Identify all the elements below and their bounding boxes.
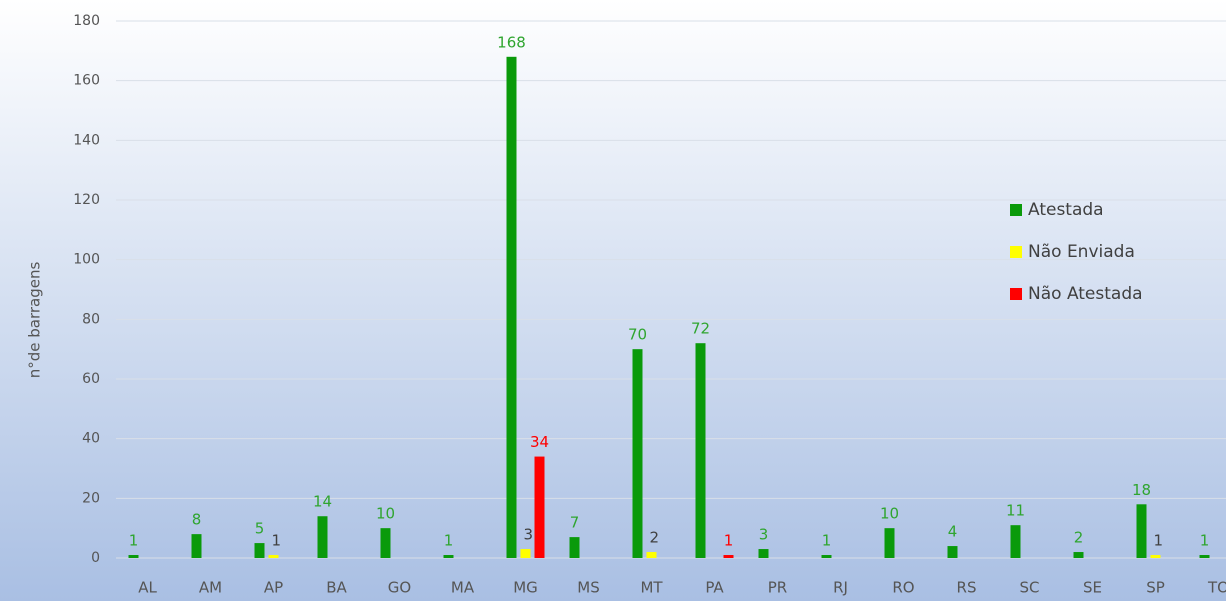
- bar: [1010, 525, 1021, 558]
- bar: [646, 552, 657, 558]
- data-label: 10: [880, 505, 899, 523]
- bar: [191, 534, 202, 558]
- bar: [695, 343, 706, 558]
- data-label: 14: [313, 493, 332, 511]
- bar: [128, 555, 139, 558]
- bar: [520, 549, 531, 558]
- legend-swatch: [1010, 204, 1022, 216]
- y-tick-label: 180: [73, 13, 100, 29]
- x-tick-label: SE: [1083, 579, 1102, 597]
- data-label: 18: [1132, 481, 1151, 499]
- y-tick-label: 160: [73, 73, 100, 89]
- x-tick-label: AP: [264, 579, 283, 597]
- y-tick-label: 140: [73, 132, 100, 148]
- legend-swatch: [1010, 288, 1022, 300]
- data-label: 1: [129, 532, 139, 550]
- data-label: 1: [1154, 532, 1164, 550]
- data-label: 72: [691, 320, 710, 338]
- legend-label: Não Enviada: [1028, 242, 1135, 262]
- x-tick-label: AM: [199, 579, 222, 597]
- y-tick-label: 120: [73, 192, 100, 208]
- x-tick-label: MG: [513, 579, 538, 597]
- bar: [443, 555, 454, 558]
- y-axis-title: n°de barragens: [26, 262, 44, 379]
- data-label: 168: [497, 33, 526, 51]
- data-label: 10: [376, 505, 395, 523]
- legend-swatch: [1010, 246, 1022, 258]
- data-label: 1: [444, 532, 454, 550]
- bar: [947, 546, 958, 558]
- data-label: 1: [724, 532, 734, 550]
- y-tick-label: 0: [91, 550, 100, 566]
- data-label: 11: [1006, 502, 1025, 520]
- data-label: 3: [759, 526, 769, 544]
- x-tick-label: BA: [326, 579, 347, 597]
- bar: [1199, 555, 1210, 558]
- bar: [632, 349, 643, 558]
- data-label: 7: [570, 514, 580, 532]
- bar: [723, 555, 734, 558]
- y-tick-label: 100: [73, 252, 100, 268]
- data-label: 2: [1074, 529, 1084, 547]
- legend-label: Atestada: [1028, 200, 1104, 220]
- x-tick-label: SC: [1020, 579, 1040, 597]
- data-label: 8: [192, 511, 202, 529]
- data-label: 5: [255, 520, 265, 538]
- bar: [317, 516, 328, 558]
- x-tick-label: PA: [705, 579, 724, 597]
- y-tick-label: 20: [82, 490, 100, 506]
- data-label: 1: [272, 532, 282, 550]
- data-label: 2: [650, 529, 660, 547]
- data-label: 34: [530, 433, 549, 451]
- y-tick-label: 40: [82, 431, 100, 447]
- x-tick-label: MS: [577, 579, 599, 597]
- x-tick-label: AL: [138, 579, 157, 597]
- data-label: 4: [948, 523, 958, 541]
- bar: [884, 528, 895, 558]
- x-tick-label: TO: [1207, 579, 1226, 597]
- bar: [380, 528, 391, 558]
- bar: [569, 537, 580, 558]
- bar: [1073, 552, 1084, 558]
- bar: [1136, 504, 1147, 558]
- bar: [268, 555, 279, 558]
- data-label: 1: [822, 532, 832, 550]
- bar: [254, 543, 265, 558]
- legend-label: Não Atestada: [1028, 284, 1143, 304]
- x-tick-label: SP: [1146, 579, 1165, 597]
- data-label: 70: [628, 326, 647, 344]
- data-label: 3: [524, 526, 534, 544]
- x-tick-label: RJ: [833, 579, 848, 597]
- x-tick-label: PR: [768, 579, 787, 597]
- bar: [506, 56, 517, 559]
- x-tick-label: MT: [640, 579, 663, 597]
- y-tick-label: 60: [82, 371, 100, 387]
- bar: [758, 549, 769, 558]
- bar: [1150, 555, 1161, 558]
- x-tick-label: MA: [451, 579, 475, 597]
- x-tick-label: GO: [388, 579, 411, 597]
- x-tick-label: RO: [892, 579, 914, 597]
- x-tick-label: RS: [957, 579, 977, 597]
- bar: [821, 555, 832, 558]
- y-tick-label: 80: [82, 311, 100, 327]
- data-label: 1: [1200, 532, 1210, 550]
- bar: [534, 456, 545, 558]
